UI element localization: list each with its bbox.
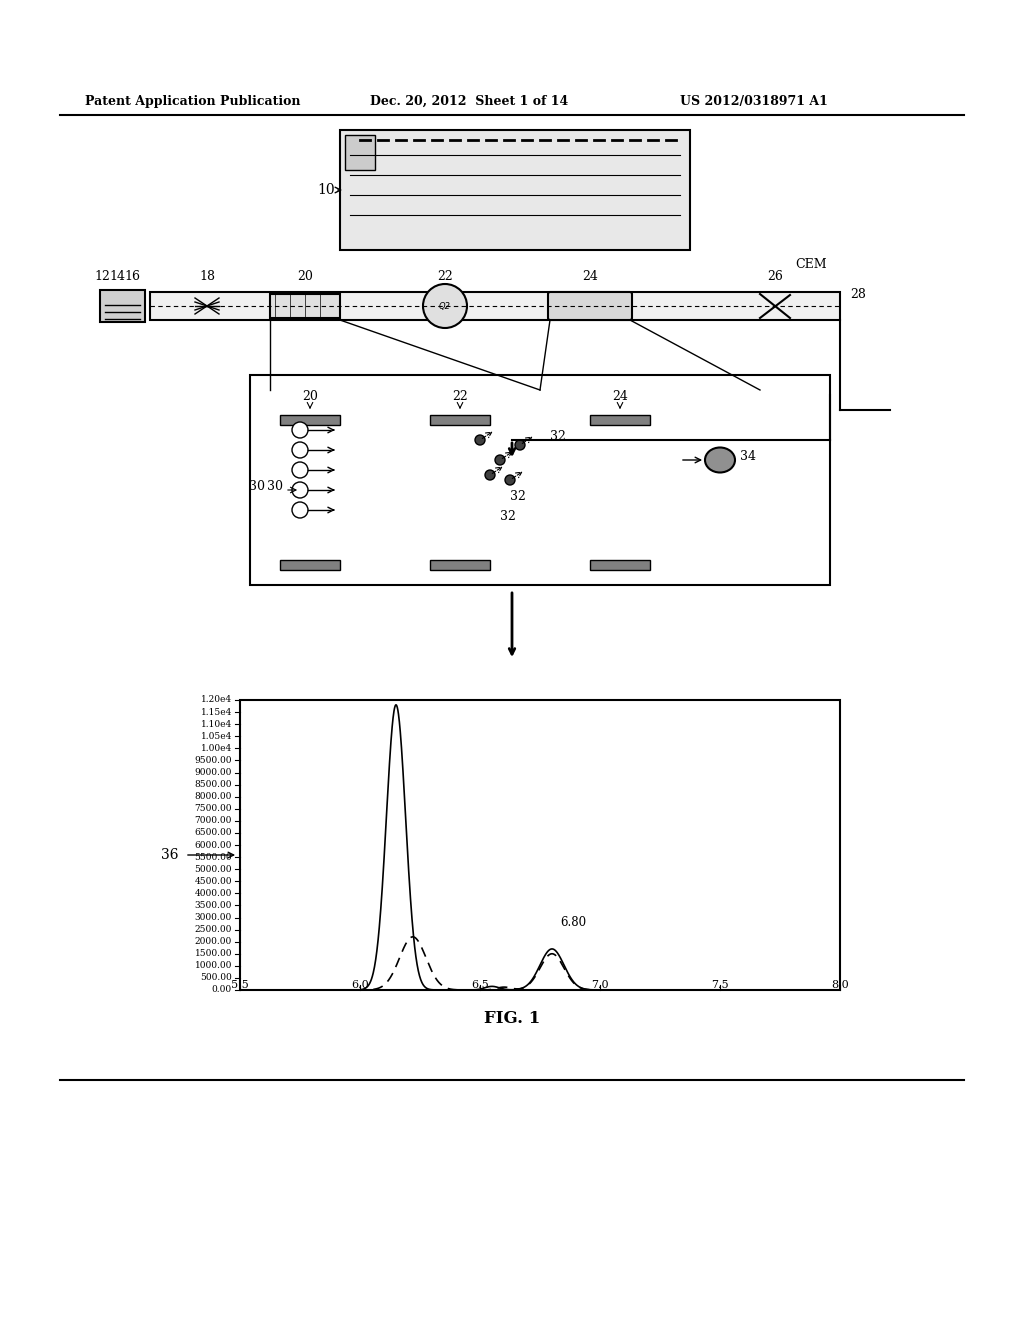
Bar (430, 560, 490, 570)
Text: 2500.00: 2500.00 (195, 925, 232, 935)
Text: 1.10e4: 1.10e4 (201, 719, 232, 729)
Bar (150, 292, 840, 319)
Text: 4500.00: 4500.00 (195, 876, 232, 886)
Bar (280, 414, 340, 425)
Circle shape (495, 455, 505, 465)
Text: 12: 12 (94, 271, 110, 282)
Text: 22: 22 (437, 271, 453, 282)
Text: 1.00e4: 1.00e4 (201, 744, 232, 752)
Text: 6.5: 6.5 (471, 979, 488, 990)
Text: 20: 20 (297, 271, 313, 282)
Text: 9000.00: 9000.00 (195, 768, 232, 777)
Text: US 2012/0318971 A1: US 2012/0318971 A1 (680, 95, 827, 108)
Text: 4000.00: 4000.00 (195, 888, 232, 898)
Text: Patent Application Publication: Patent Application Publication (85, 95, 300, 108)
Text: 14: 14 (109, 271, 125, 282)
Text: 1500.00: 1500.00 (195, 949, 232, 958)
Text: Dec. 20, 2012  Sheet 1 of 14: Dec. 20, 2012 Sheet 1 of 14 (370, 95, 568, 108)
Text: 8500.00: 8500.00 (195, 780, 232, 789)
Text: 20: 20 (302, 389, 317, 403)
Text: 8000.00: 8000.00 (195, 792, 232, 801)
Text: 1.15e4: 1.15e4 (201, 708, 232, 717)
Circle shape (292, 482, 308, 498)
Text: 16: 16 (124, 271, 140, 282)
Bar (280, 560, 340, 570)
Text: 18: 18 (199, 271, 215, 282)
Text: 6.80: 6.80 (560, 916, 586, 929)
Text: 28: 28 (850, 288, 866, 301)
Text: 3500.00: 3500.00 (195, 902, 232, 909)
Text: 5000.00: 5000.00 (195, 865, 232, 874)
Bar (590, 414, 650, 425)
Ellipse shape (705, 447, 735, 473)
Bar (345, 135, 375, 170)
Text: 6.0: 6.0 (351, 979, 369, 990)
Text: 32: 32 (510, 490, 526, 503)
Circle shape (423, 284, 467, 327)
Text: 0.00: 0.00 (212, 986, 232, 994)
Bar (270, 294, 340, 318)
Text: FIG. 1: FIG. 1 (484, 1010, 540, 1027)
Text: 24: 24 (612, 389, 628, 403)
FancyBboxPatch shape (548, 292, 632, 319)
Circle shape (485, 470, 495, 480)
Text: 30: 30 (249, 480, 265, 492)
Circle shape (292, 442, 308, 458)
Text: 6500.00: 6500.00 (195, 829, 232, 837)
Text: 3000.00: 3000.00 (195, 913, 232, 921)
Bar (430, 414, 490, 425)
Bar (340, 129, 690, 249)
Text: 6000.00: 6000.00 (195, 841, 232, 850)
Text: 2000.00: 2000.00 (195, 937, 232, 946)
Text: 7.0: 7.0 (591, 979, 609, 990)
Text: 1000.00: 1000.00 (195, 961, 232, 970)
Text: 7500.00: 7500.00 (195, 804, 232, 813)
Text: 26: 26 (767, 271, 783, 282)
Circle shape (292, 502, 308, 517)
Circle shape (505, 475, 515, 484)
Text: 36: 36 (161, 847, 179, 862)
Text: Q2: Q2 (439, 301, 451, 310)
Text: 8.0: 8.0 (831, 979, 849, 990)
Text: 30: 30 (267, 480, 283, 492)
Bar (100, 290, 145, 322)
Bar (240, 700, 840, 990)
Text: 7000.00: 7000.00 (195, 816, 232, 825)
Circle shape (515, 440, 525, 450)
Text: 5500.00: 5500.00 (195, 853, 232, 862)
Text: 9500.00: 9500.00 (195, 756, 232, 764)
Text: 22: 22 (453, 389, 468, 403)
Circle shape (292, 422, 308, 438)
Circle shape (292, 462, 308, 478)
Text: 10: 10 (317, 183, 335, 197)
Text: 500.00: 500.00 (201, 973, 232, 982)
Text: 1.05e4: 1.05e4 (201, 731, 232, 741)
Bar (590, 560, 650, 570)
Text: 32: 32 (500, 510, 516, 523)
Text: 34: 34 (740, 450, 756, 463)
Text: 5.5: 5.5 (231, 979, 249, 990)
Text: CEM: CEM (795, 257, 826, 271)
Bar (250, 375, 830, 585)
Text: 24: 24 (582, 271, 598, 282)
Text: 1.20e4: 1.20e4 (201, 696, 232, 705)
Text: 7.5: 7.5 (712, 979, 729, 990)
Circle shape (475, 436, 485, 445)
Text: 32: 32 (550, 430, 566, 444)
